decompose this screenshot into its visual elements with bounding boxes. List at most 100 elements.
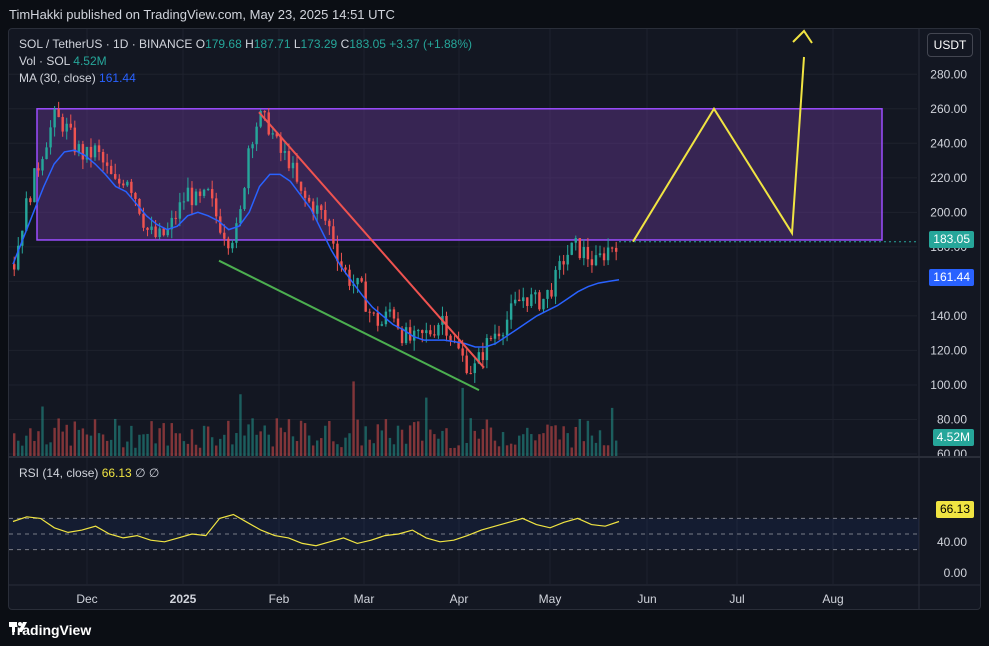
price-chart-svg[interactable]: 280.00260.00240.00220.00200.00180.00160.… [9, 29, 981, 610]
volume-bar [505, 445, 509, 456]
candle-body [526, 297, 529, 307]
resistance-zone [36, 108, 883, 241]
candle-body [210, 189, 214, 199]
volume-bar [546, 424, 549, 456]
candle-body [219, 216, 222, 233]
candle-body [154, 226, 157, 237]
x-tick-label: 2025 [170, 592, 197, 606]
candle-body [566, 254, 569, 265]
volume-bar [41, 406, 44, 456]
candle-body [89, 146, 93, 158]
volume-bar [590, 435, 594, 456]
candle-body [17, 245, 20, 270]
currency-button[interactable]: USDT [927, 33, 973, 57]
ma-label[interactable]: MA (30, close) [19, 71, 96, 85]
candle-body [328, 220, 331, 227]
candle-body [429, 330, 432, 335]
volume-bar [118, 425, 121, 456]
candle-body [360, 278, 363, 282]
volume-bar [235, 433, 238, 456]
volume-bar [77, 429, 81, 456]
candle-body [602, 253, 606, 261]
volume-bar [530, 434, 533, 456]
candle-body [554, 269, 557, 297]
y-tick-label: 260.00 [930, 102, 967, 116]
volume-bar [37, 431, 40, 456]
rsi-label[interactable]: RSI (14, close) [19, 466, 99, 480]
candle-body [271, 133, 274, 135]
y-tick-label: 80.00 [937, 412, 967, 426]
volume-bar [109, 439, 113, 456]
volume-bar [538, 434, 541, 456]
volume-bar [271, 446, 274, 456]
volume-bar [509, 443, 513, 456]
volume-bar [594, 442, 598, 456]
volume-bar [255, 434, 258, 456]
candle-body [263, 110, 266, 113]
y-tick-label: 140.00 [930, 309, 967, 323]
volume-bar [170, 423, 173, 456]
volume-bar [134, 447, 137, 456]
candle-body [610, 247, 614, 249]
volume-bar [73, 421, 77, 456]
candle-body [61, 117, 64, 132]
volume-bar [259, 431, 262, 456]
volume-bar [485, 419, 489, 456]
volume-bar [154, 443, 157, 456]
volume-bar [21, 445, 24, 456]
candle-body [497, 333, 501, 337]
symbol-name[interactable]: SOL / TetherUS · 1D · BINANCE [19, 37, 193, 51]
last-price-tag: 183.05 [929, 231, 974, 248]
volume-bar [473, 430, 476, 456]
volume-label[interactable]: Vol · SOL [19, 54, 70, 68]
y-tick-label: 60.00 [937, 447, 967, 461]
volume-bar [316, 440, 319, 456]
volume-bar [295, 441, 299, 456]
volume-bar [45, 444, 48, 456]
candle-body [77, 144, 81, 153]
volume-bar [146, 433, 149, 456]
candle-body [174, 217, 178, 219]
volume-bar [17, 440, 20, 456]
volume-bar [243, 435, 246, 456]
volume-bar [81, 428, 85, 456]
candle-body [101, 151, 105, 163]
volume-bar [421, 440, 424, 456]
candle-body [223, 232, 226, 239]
candle-body [166, 229, 169, 236]
volume-bar [336, 444, 339, 456]
volume-bar [178, 433, 182, 456]
volume-bar [388, 437, 392, 456]
volume-bar [97, 433, 101, 456]
x-tick-label: Dec [76, 592, 97, 606]
candle-body [570, 242, 573, 255]
candle-body [396, 318, 400, 329]
candle-body [530, 294, 533, 307]
candle-body [53, 109, 56, 128]
candle-body [364, 281, 367, 312]
volume-bar [13, 433, 16, 456]
volume-bar [101, 434, 105, 456]
volume-bar [461, 387, 464, 456]
candle-body [562, 261, 565, 265]
candle-body [437, 324, 440, 336]
rsi-tick-label: 40.00 [937, 535, 967, 549]
volume-bar [190, 429, 194, 456]
projection-arrowhead [792, 29, 813, 44]
ohlc-close-label: C [340, 37, 350, 51]
rsi-tag: 66.13 [935, 501, 974, 518]
candle-body [376, 312, 380, 326]
candle-body [614, 247, 618, 252]
candle-body [598, 253, 602, 256]
volume-bar [376, 424, 380, 456]
tradingview-footer[interactable]: TradingView [9, 622, 91, 638]
y-tick-label: 240.00 [930, 136, 967, 150]
volume-bar [194, 444, 198, 456]
volume-bar [614, 440, 618, 456]
candle-body [178, 202, 182, 219]
volume-legend: Vol · SOL 4.52M [19, 54, 107, 68]
candle-body [85, 146, 89, 160]
volume-bar [417, 421, 420, 456]
chart-panel[interactable]: 280.00260.00240.00220.00200.00180.00160.… [8, 28, 981, 610]
candle-body [13, 264, 16, 270]
